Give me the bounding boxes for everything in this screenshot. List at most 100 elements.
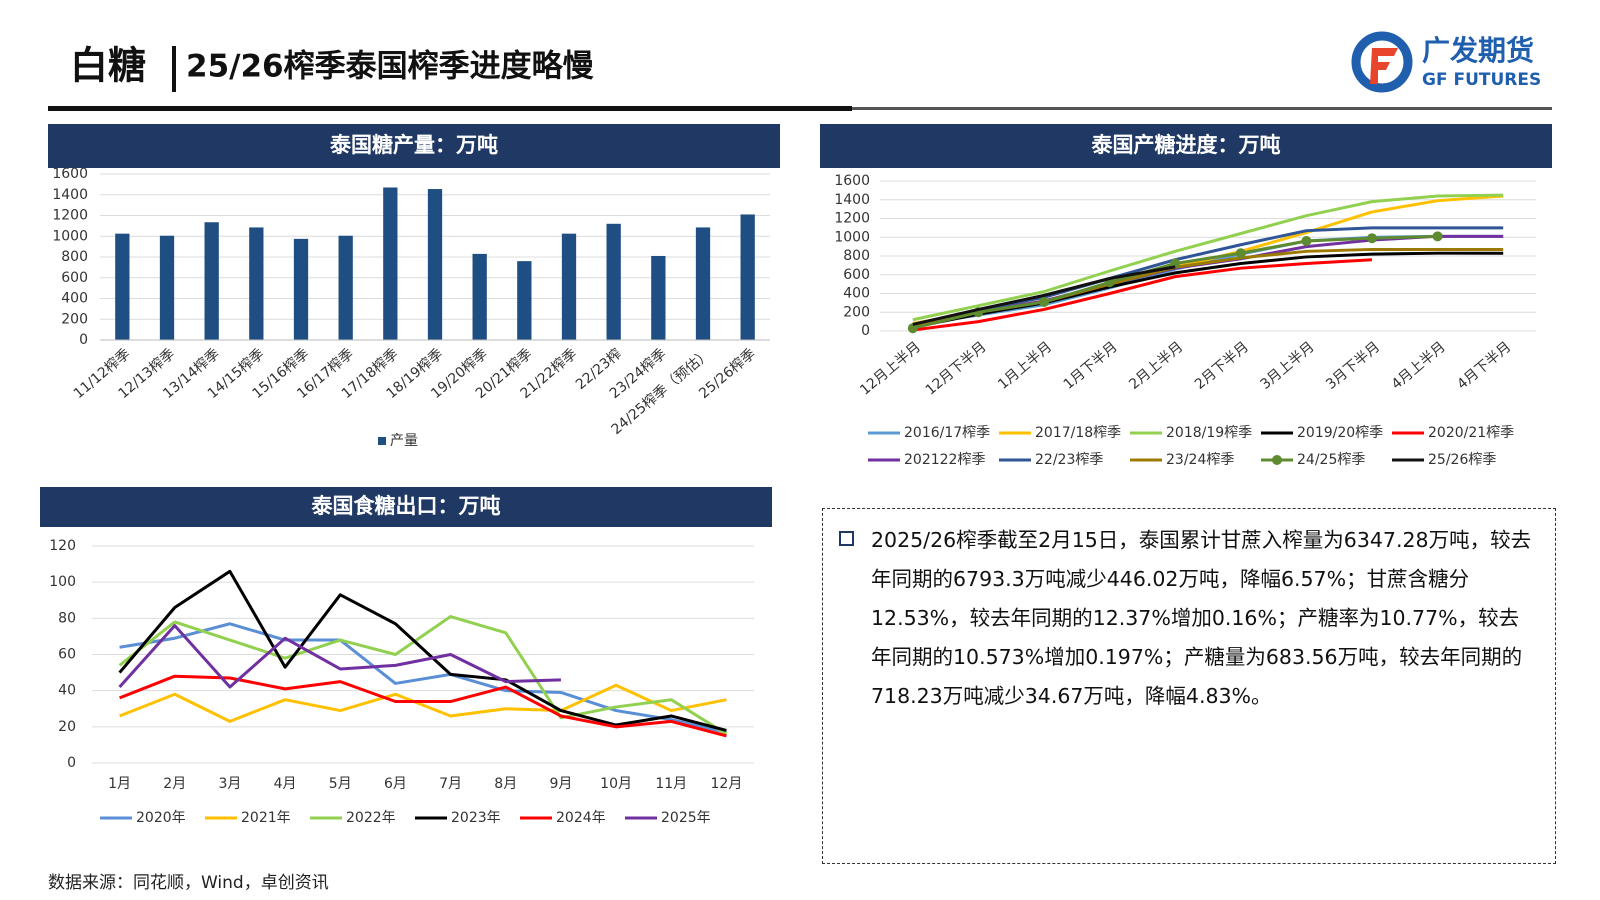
bar [293,238,309,340]
x-tick-label: 4月 [274,776,297,792]
logo: 广发期货 GF FUTURES [1351,31,1541,93]
x-tick-label: 12月上半月 [857,339,924,399]
y-tick-label: 400 [843,286,870,302]
chart-title: 泰国产糖进度：万吨 [1091,133,1281,157]
bar [651,255,666,340]
bar [159,235,175,340]
bar [383,187,398,340]
legend-label: 2019/20榨季 [1297,424,1383,441]
bar [427,189,443,340]
x-tick-label: 2月 [163,776,186,792]
line-series [912,193,1504,322]
bar [204,222,219,340]
line-series [118,624,561,689]
logo-name: 广发期货 [1422,34,1534,67]
bullet [839,531,854,546]
line-marker [1039,296,1049,307]
legend-label: 202122榨季 [904,451,985,468]
legend-label: 23/24榨季 [1166,451,1234,468]
header-subtitle: 25/26榨季泰国榨季进度略慢 [186,49,595,85]
logo-ring [1351,31,1413,93]
x-tick-label: 7月 [439,776,462,792]
line-marker [1432,231,1443,242]
source-note: 数据来源：同花顺，Wind，卓创资讯 [48,873,329,893]
x-tick-label: 2月上半月 [1126,339,1186,393]
y-tick-label: 40 [58,683,76,699]
line-marker [1367,233,1377,244]
legend-label: 2023年 [451,810,501,826]
chart: 泰国产糖进度：万吨 0 200 400 600 800 1000 1200 1400 1600 12… [820,124,1552,468]
y-tick-label: 200 [61,311,88,327]
legend-label: 24/25榨季 [1297,451,1365,468]
y-tick-label: 1600 [834,173,870,189]
bar [606,223,621,340]
y-tick-label: 1400 [834,192,870,208]
legend-label: 产量 [390,433,418,449]
y-tick-label: 600 [843,267,870,283]
x-tick-label: 11月 [655,776,687,792]
x-tick-label: 1月下半月 [1061,339,1121,393]
x-tick-label: 1月上半月 [995,339,1055,393]
legend-label: 2020年 [136,810,186,826]
y-tick-label: 200 [843,304,870,320]
y-tick-label: 1000 [834,229,870,245]
bar [517,261,532,340]
y-tick-label: 80 [58,610,76,626]
x-tick-label: 3月下半月 [1323,339,1383,393]
bar [561,233,577,340]
y-tick-label: 1400 [52,187,88,203]
x-tick-label: 5月 [329,776,352,792]
line-series [118,569,727,732]
line-series [119,683,727,723]
legend-swatch [378,437,386,445]
bar [338,235,353,340]
chart-title: 泰国食糖出口：万吨 [311,494,501,518]
legend-label: 25/26榨季 [1428,451,1496,468]
panel-header [820,124,1552,168]
logo-name-en: GF FUTURES [1422,70,1541,90]
header-divider [172,46,176,92]
x-tick-label: 12月下半月 [923,339,990,399]
y-tick-label: 60 [58,647,76,663]
chart: 泰国糖产量：万吨0200400600800100012001400160011/… [48,124,780,449]
x-tick-label: 6月 [384,776,407,792]
y-tick-label: 120 [49,538,76,554]
legend-label: 2016/17榨季 [904,424,990,441]
logo-f [1370,48,1398,84]
x-tick-label: 8月 [494,776,517,792]
legend-label: 2017/18榨季 [1035,424,1121,441]
legend-label: 2018/19榨季 [1166,424,1252,441]
y-tick-label: 1600 [52,166,88,182]
y-tick-label: 400 [61,291,88,307]
bar [695,227,711,340]
line-series [118,615,728,736]
line-marker [1235,248,1246,259]
y-tick-label: 0 [79,332,88,348]
y-tick-label: 0 [67,755,76,771]
text-box: 2025/26榨季截至2月15日，泰国累计甘蔗入榨量为6347.28万吨，较去年… [822,508,1556,864]
chart-title: 泰国糖产量：万吨 [329,133,498,157]
line-series [912,265,1176,326]
header-title: 白糖 [70,44,146,88]
bar [740,214,755,340]
bar [472,253,487,340]
legend-label: 2022年 [346,810,396,826]
x-tick-label: 10月 [600,776,632,792]
y-tick-label: 1200 [834,211,870,227]
y-tick-label: 1200 [52,208,88,224]
line-marker [907,323,918,334]
panel-header [48,124,780,168]
y-tick-label: 800 [843,248,870,264]
legend-label: 2021年 [241,810,291,826]
legend-label: 2020/21榨季 [1428,424,1514,441]
y-tick-label: 600 [61,270,88,286]
y-tick-label: 20 [58,719,76,735]
panel-header [40,487,772,527]
x-tick-label: 3月上半月 [1258,339,1318,393]
line-series [119,622,727,734]
text-paragraph: 2025/26榨季截至2月15日，泰国累计甘蔗入榨量为6347.28万吨，较去年… [871,528,1532,708]
x-tick-label: 1月 [108,776,131,792]
y-tick-label: 800 [61,249,88,265]
